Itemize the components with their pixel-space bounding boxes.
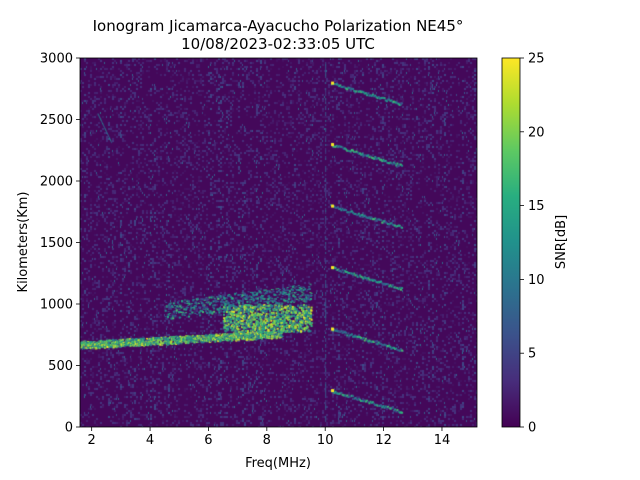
x-tick-label: 6 [204,433,212,448]
chart-subtitle: 10/08/2023-02:33:05 UTC [181,35,375,53]
y-tick-label: 1000 [40,298,73,313]
x-axis-label: Freq(MHz) [245,456,311,471]
y-tick-label: 3000 [40,52,73,67]
colorbar-tick-label: 10 [528,273,545,288]
colorbar-tick-label: 15 [528,199,545,214]
y-tick-label: 1500 [40,236,73,251]
x-tick-label: 14 [434,433,451,448]
x-tick-label: 2 [88,433,96,448]
x-axis: 2 4 6 8 10 12 14 [88,427,451,448]
colorbar-tick-label: 20 [528,125,545,140]
y-axis: 0 500 1000 1500 2000 2500 3000 [40,52,80,436]
colorbar-axis: 0 5 10 15 20 25 [520,52,545,436]
colorbar-tick-label: 25 [528,52,545,67]
colorbar-tick-label: 5 [528,347,536,362]
y-tick-label: 500 [48,359,73,374]
y-tick-label: 2000 [40,175,73,190]
chart-title: Ionogram Jicamarca-Ayacucho Polarization… [92,17,464,35]
y-tick-label: 2500 [40,113,73,128]
heatmap [80,58,477,427]
y-axis-label: Kilometers(Km) [16,192,31,293]
x-tick-label: 10 [317,433,334,448]
x-tick-label: 8 [263,433,271,448]
colorbar [501,57,521,428]
colorbar-label: SNR[dB] [554,215,569,269]
y-tick-label: 0 [65,421,73,436]
heatmap-raster [80,58,477,427]
x-tick-label: 4 [146,433,154,448]
x-tick-label: 12 [375,433,392,448]
colorbar-tick-label: 0 [528,421,536,436]
